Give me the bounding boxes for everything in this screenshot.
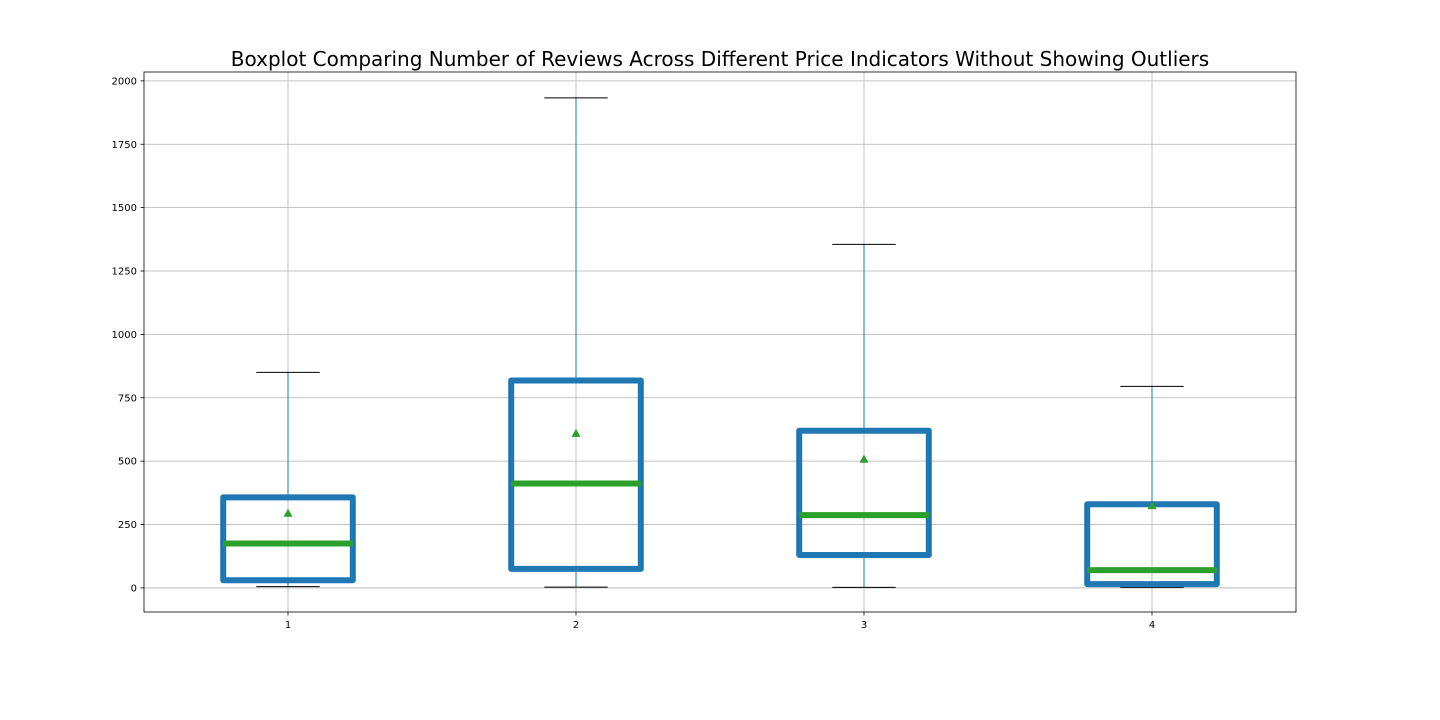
mean-marker — [283, 508, 293, 517]
chart-title: Boxplot Comparing Number of Reviews Acro… — [231, 47, 1209, 71]
y-axis-ticks: 0 250 500 750 1000 1250 1500 1750 2000 — [112, 76, 144, 594]
y-tick-label: 750 — [118, 393, 137, 404]
box-4 — [1084, 385, 1220, 588]
x-tick-label: 1 — [285, 620, 291, 631]
boxes — [220, 97, 1220, 588]
iqr-box — [508, 377, 644, 572]
iqr-box — [796, 427, 932, 558]
iqr-box — [220, 494, 356, 584]
mean-marker — [859, 454, 869, 463]
y-tick-label: 1000 — [112, 330, 137, 341]
y-tick-label: 0 — [131, 583, 137, 594]
y-tick-label: 500 — [118, 457, 137, 468]
x-tick-label: 2 — [573, 620, 579, 631]
mean-marker — [1147, 501, 1157, 510]
y-tick-label: 1500 — [112, 203, 137, 214]
x-axis-ticks: 1 2 3 4 — [285, 612, 1155, 631]
mean-marker — [571, 428, 581, 437]
y-tick-label: 1250 — [112, 267, 137, 278]
box-1 — [220, 371, 356, 588]
box-3 — [796, 243, 932, 588]
y-tick-label: 250 — [118, 520, 137, 531]
x-tick-label: 3 — [861, 620, 867, 631]
x-tick-label: 4 — [1149, 620, 1155, 631]
plot-frame — [143, 71, 1297, 613]
y-tick-label: 1750 — [112, 140, 137, 151]
box-2 — [508, 97, 644, 588]
y-tick-label: 2000 — [112, 76, 137, 87]
grid-lines — [144, 72, 1296, 612]
